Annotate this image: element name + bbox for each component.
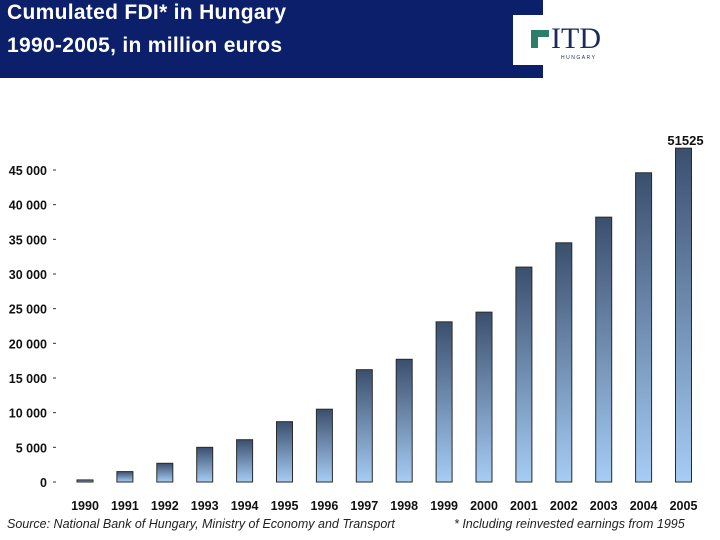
x-axis: 1990 1991 1992 1993 1994 1995 1996 1997 1998 1999… <box>71 499 697 513</box>
bar-1995 <box>276 421 293 483</box>
bar-1994 <box>236 439 254 483</box>
x-tick-label: 2004 <box>630 499 658 513</box>
bar-1991 <box>116 471 134 483</box>
bars <box>76 147 692 483</box>
bar-2000 <box>475 311 493 483</box>
x-tick-label: 2003 <box>590 499 618 513</box>
y-tick-label: 40 000 <box>9 199 47 213</box>
bar-1992 <box>156 462 174 483</box>
bar-2004 <box>635 172 653 483</box>
bar-1998 <box>395 358 413 483</box>
x-tick-label: 1999 <box>430 499 458 513</box>
bar-1996 <box>315 408 333 483</box>
y-tick-label: 15 000 <box>9 372 47 386</box>
bar-2002 <box>555 242 573 483</box>
x-tick-label: 2001 <box>510 499 538 513</box>
x-tick-label: 2005 <box>670 499 698 513</box>
x-tick-label: 1995 <box>271 499 299 513</box>
x-tick-label: 2000 <box>470 499 498 513</box>
value-labels: 51525 <box>667 133 703 148</box>
footnote: * Including reinvested earnings from 199… <box>454 517 685 531</box>
x-tick-label: 1997 <box>350 499 378 513</box>
x-tick-label: 1998 <box>390 499 418 513</box>
y-tick-label: 10 000 <box>9 407 47 421</box>
x-tick-label: 1990 <box>71 499 99 513</box>
bar-2005 <box>675 147 692 483</box>
chart-title-line1: Cumulated FDI* in Hungary <box>7 1 287 24</box>
x-tick-label: 1994 <box>231 499 259 513</box>
y-tick-label: 25 000 <box>9 303 47 317</box>
x-tick-label: 2002 <box>550 499 578 513</box>
y-tick-label: 0 <box>40 476 47 490</box>
bar-2003 <box>595 216 613 483</box>
bar-1993 <box>196 446 214 483</box>
bar-1999 <box>435 321 453 483</box>
y-tick-label: 45 000 <box>9 164 47 178</box>
fdi-bar-chart: 0 5 000 10 000 15 000 20 000 25 000 30 000 35 0… <box>9 133 704 513</box>
itd-logo: ITD HUNGARY <box>513 15 613 65</box>
x-tick-label: 1993 <box>191 499 219 513</box>
source-note: Source: National Bank of Hungary, Minist… <box>7 517 395 531</box>
y-tick-label: 35 000 <box>9 233 47 247</box>
bar-1990 <box>76 479 94 483</box>
x-tick-label: 1991 <box>111 499 139 513</box>
value-label: 51525 <box>667 133 703 148</box>
logo-subtext: HUNGARY <box>561 55 597 61</box>
y-axis: 0 5 000 10 000 15 000 20 000 25 000 30 000 35 0… <box>9 164 56 490</box>
y-tick-label: 30 000 <box>9 268 47 282</box>
logo-text: ITD <box>551 22 601 55</box>
chart-title-line2: 1990-2005, in million euros <box>7 34 283 57</box>
x-tick-label: 1992 <box>151 499 179 513</box>
bar-2001 <box>515 266 533 483</box>
y-tick-label: 20 000 <box>9 337 47 351</box>
bar-1997 <box>355 369 373 483</box>
y-tick-label: 5 000 <box>16 441 47 455</box>
x-tick-label: 1996 <box>310 499 338 513</box>
title-banner: Cumulated FDI* in Hungary 1990-2005, in … <box>0 0 543 78</box>
itd-logo-icon <box>531 30 549 48</box>
